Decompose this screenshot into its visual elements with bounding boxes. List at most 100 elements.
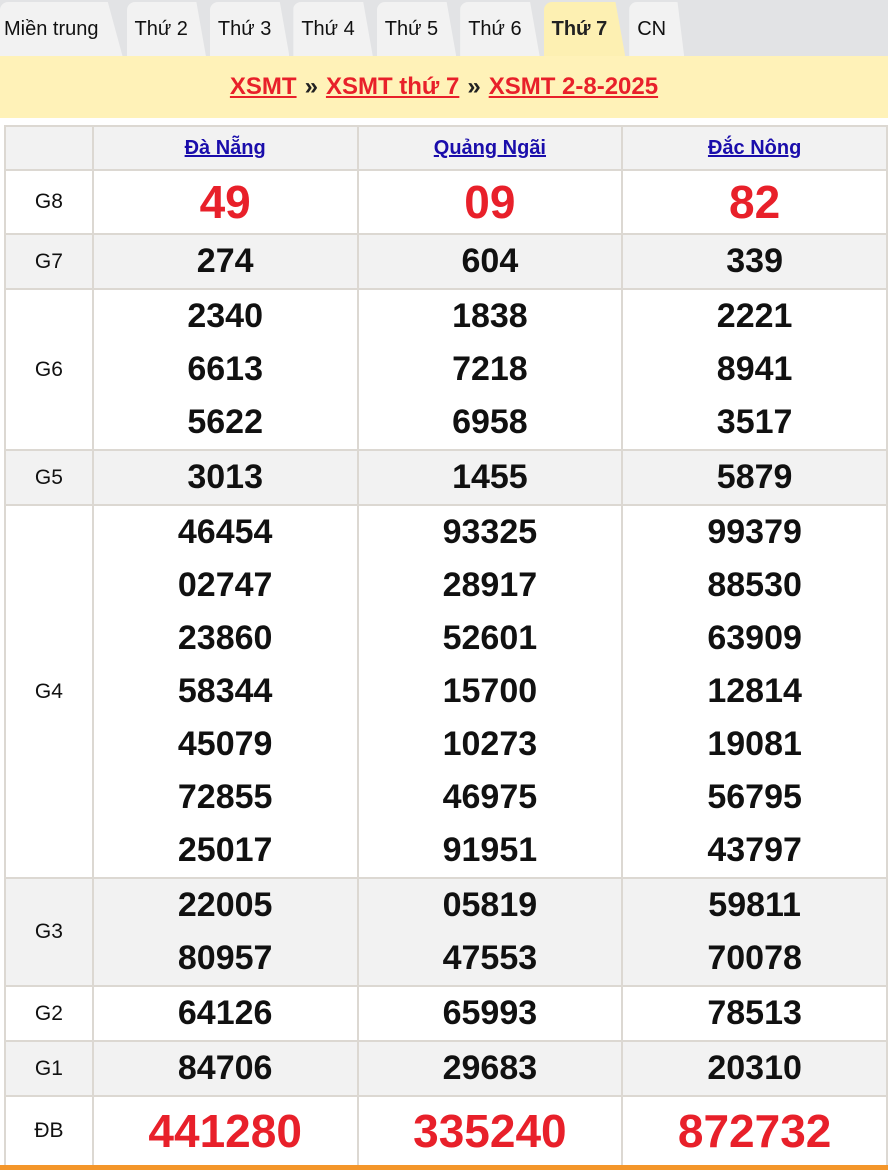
result-cell: 99379 88530 63909 12814 19081 56795 43797 [621,504,888,879]
result-number: 65993 [442,994,538,1032]
tab-2[interactable]: Thứ 3 [209,2,290,56]
breadcrumb-xsmt-link[interactable]: XSMT [229,73,297,100]
result-cell: 274 [91,233,359,290]
result-number: 5879 [716,458,793,496]
result-number: 49 [199,176,251,228]
table-header-row: Đà Nẵng Quảng Ngãi Đắc Nông [4,125,888,171]
result-cell: 2340 6613 5622 [91,288,359,451]
result-number: 45079 [177,725,273,763]
prize-row-ĐB: ĐB 441280 335240 872732 [4,1095,888,1167]
tab-6[interactable]: Thứ 7 [543,2,626,56]
prize-label: G4 [4,504,94,879]
result-number: 82 [729,176,781,228]
tab-0[interactable]: Miền trung [0,2,123,56]
tab-5[interactable]: Thứ 6 [460,2,540,56]
result-cell: 441280 [91,1095,359,1167]
result-number: 1455 [452,458,528,496]
breadcrumb-date-link[interactable]: XSMT 2-8-2025 [488,73,659,100]
prize-label: G2 [4,985,94,1042]
prize-row-G4: G4 46454 02747 23860 58344 45079 72855 25017 933… [4,504,888,879]
result-number: 02747 [177,566,273,604]
prize-row-G2: G2 64126 65993 78513 [4,985,888,1042]
result-number: 8941 [716,350,793,388]
prize-row-G7: G7 274 604 339 [4,233,888,290]
result-number: 88530 [707,566,802,604]
province-header: Đắc Nông [621,125,888,171]
result-number: 58344 [177,672,273,710]
result-number: 3013 [187,458,263,496]
prize-label: G8 [4,169,94,235]
result-number: 274 [196,242,254,280]
result-cell: 335240 [356,1095,624,1167]
prize-label: G1 [4,1040,94,1097]
result-number: 52601 [442,619,538,657]
province-header: Đà Nẵng [91,125,359,171]
result-number: 91951 [442,831,538,869]
prize-label: G3 [4,877,94,987]
tab-4[interactable]: Thứ 5 [376,2,457,56]
result-number: 6613 [187,350,263,388]
results-table: Đà Nẵng Quảng Ngãi Đắc Nông G8 49 09 82 G7 27… [4,125,888,1167]
header-empty-cell [4,125,94,171]
province-link-da-nang[interactable]: Đà Nẵng [184,136,266,159]
result-number: 05819 [442,886,538,924]
result-number: 59811 [708,886,801,924]
result-cell: 78513 [621,985,888,1042]
result-cell: 5879 [621,449,888,506]
result-number: 84706 [177,1049,273,1087]
result-cell: 59811 70078 [621,877,888,987]
result-number: 78513 [707,994,802,1032]
result-number: 20310 [707,1049,802,1087]
result-cell: 339 [621,233,888,290]
result-number: 70078 [707,939,802,977]
result-cell: 604 [356,233,624,290]
result-number: 19081 [707,725,802,763]
prize-label: G6 [4,288,94,451]
result-number: 7218 [452,350,528,388]
result-number: 10273 [442,725,538,763]
breadcrumb-xsmt-thu7-link[interactable]: XSMT thứ 7 [325,73,460,100]
prize-label: G5 [4,449,94,506]
day-tabs: Miền trung Thứ 2 Thứ 3 Thứ 4 Thứ 5 Thứ 6 Thứ 7… [0,0,888,56]
result-cell: 09 [356,169,624,235]
result-number: 3517 [716,403,793,441]
result-cell: 84706 [91,1040,359,1097]
result-number: 47553 [442,939,538,977]
result-number: 43797 [707,831,802,869]
province-link-quang-ngai[interactable]: Quảng Ngãi [433,136,546,159]
result-cell: 3013 [91,449,359,506]
result-number: 2221 [716,297,793,335]
result-number: 604 [461,242,519,280]
tab-1[interactable]: Thứ 2 [126,2,206,56]
result-number: 339 [726,242,783,280]
result-number: 22005 [177,886,273,924]
province-link-dac-nong[interactable]: Đắc Nông [707,136,802,159]
result-number: 46454 [177,513,273,551]
result-number: 72855 [177,778,273,816]
result-number: 12814 [707,672,802,710]
result-cell: 29683 [356,1040,624,1097]
result-cell: 1455 [356,449,624,506]
result-number: 46975 [442,778,538,816]
result-number: 335240 [413,1105,567,1157]
prize-row-G6: G6 2340 6613 5622 1838 7218 6958 2221 8941 3517 [4,288,888,451]
breadcrumb: XSMT » XSMT thứ 7 » XSMT 2-8-2025 [0,56,888,118]
result-cell: 1838 7218 6958 [356,288,624,451]
prize-row-G8: G8 49 09 82 [4,169,888,235]
result-number: 25017 [177,831,273,869]
bottom-border [0,1165,888,1170]
result-number: 93325 [442,513,538,551]
result-number: 15700 [442,672,538,710]
result-number: 28917 [442,566,538,604]
result-cell: 49 [91,169,359,235]
tab-3[interactable]: Thứ 4 [293,2,373,56]
result-number: 80957 [177,939,273,977]
prize-row-G5: G5 3013 1455 5879 [4,449,888,506]
result-cell: 05819 47553 [356,877,624,987]
tab-7[interactable]: CN [629,2,685,56]
province-header: Quảng Ngãi [356,125,624,171]
breadcrumb-separator: » [467,73,481,100]
result-cell: 93325 28917 52601 15700 10273 46975 91951 [356,504,624,879]
result-cell: 65993 [356,985,624,1042]
result-number: 872732 [677,1105,832,1157]
